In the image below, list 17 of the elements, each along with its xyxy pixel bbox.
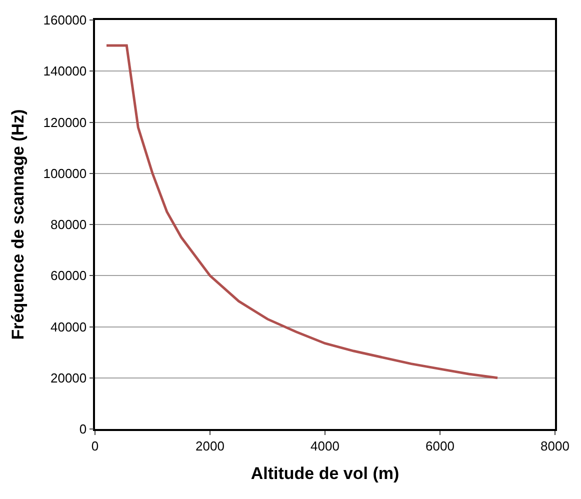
y-tick-label: 120000 bbox=[43, 114, 87, 130]
y-tick-label: 160000 bbox=[43, 12, 87, 28]
x-tick-label: 0 bbox=[91, 438, 99, 454]
y-tick-label: 20000 bbox=[50, 370, 87, 386]
y-tick-label: 80000 bbox=[50, 217, 87, 232]
x-tick-label: 4000 bbox=[310, 438, 340, 454]
x-tick-label: 2000 bbox=[196, 438, 224, 454]
x-tick-label: 8000 bbox=[540, 438, 570, 454]
y-tick-label: 40000 bbox=[50, 319, 87, 334]
y-tick-label: 100000 bbox=[43, 166, 87, 181]
line-series bbox=[105, 44, 499, 380]
y-tick-label: 60000 bbox=[50, 268, 87, 284]
x-axis-title: Altitude de vol (m) bbox=[250, 464, 400, 484]
y-axis-title: Fréquence de scannage (Hz) bbox=[8, 109, 28, 340]
y-tick-label: 0 bbox=[79, 422, 87, 437]
y-tick-label: 140000 bbox=[43, 64, 87, 79]
x-tick-label: 6000 bbox=[426, 438, 454, 454]
